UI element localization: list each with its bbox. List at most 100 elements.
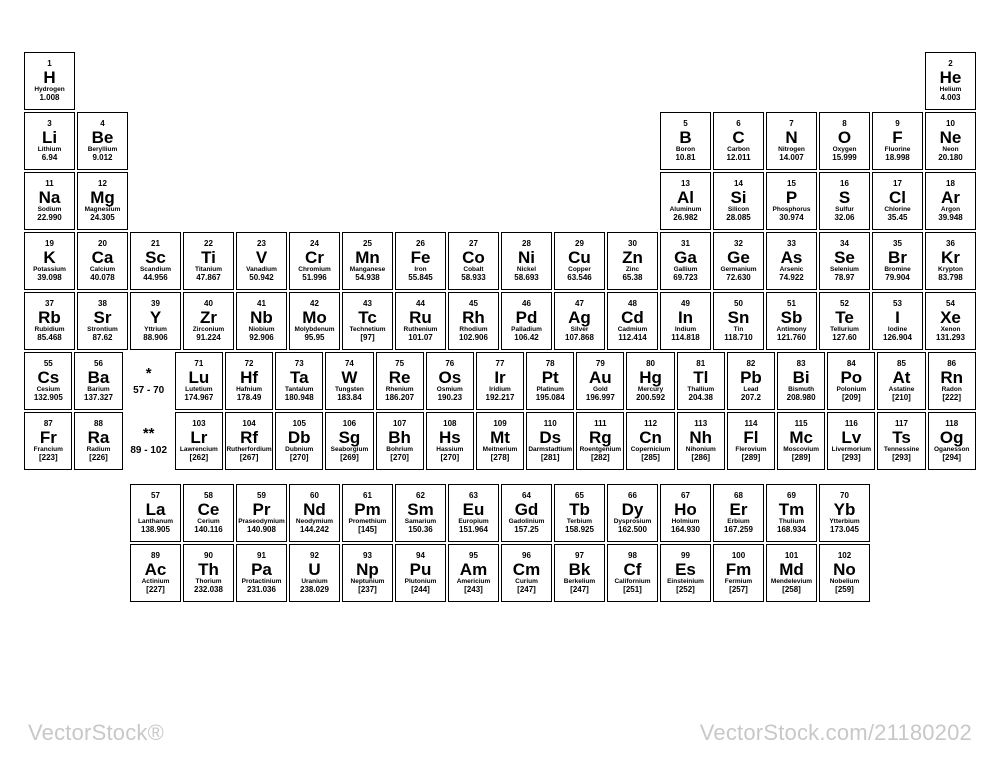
atomic-number: 4 bbox=[100, 120, 104, 128]
atomic-number: 76 bbox=[445, 360, 454, 368]
element-cell-tb: 65TbTerbium158.925 bbox=[554, 484, 605, 542]
atomic-mass: [237] bbox=[358, 586, 377, 594]
element-cell-ta: 73TaTantalum180.948 bbox=[275, 352, 323, 410]
atomic-mass: 102.906 bbox=[459, 334, 488, 342]
element-symbol: Be bbox=[92, 129, 114, 146]
atomic-number: 30 bbox=[628, 240, 637, 248]
atomic-number: 41 bbox=[257, 300, 266, 308]
atomic-mass: [209] bbox=[842, 394, 861, 402]
atomic-mass: [257] bbox=[729, 586, 748, 594]
watermark-code: VectorStock.com/21180202 bbox=[700, 720, 972, 746]
element-symbol: Ir bbox=[494, 369, 505, 386]
atomic-number: 35 bbox=[893, 240, 902, 248]
element-symbol: Zn bbox=[622, 249, 643, 266]
atomic-number: 73 bbox=[295, 360, 304, 368]
atomic-number: 106 bbox=[343, 420, 356, 428]
atomic-mass: 26.982 bbox=[673, 214, 697, 222]
atomic-mass: [226] bbox=[89, 454, 108, 462]
element-cell-tc: 43TcTechnetium[97] bbox=[342, 292, 393, 350]
atomic-number: 42 bbox=[310, 300, 319, 308]
atomic-mass: 74.922 bbox=[779, 274, 803, 282]
atomic-mass: [222] bbox=[942, 394, 961, 402]
element-symbol: Ar bbox=[941, 189, 960, 206]
element-cell-mg: 12MgMagnesium24.305 bbox=[77, 172, 128, 230]
atomic-mass: [281] bbox=[541, 454, 560, 462]
atomic-mass: [247] bbox=[570, 586, 589, 594]
element-symbol: Cm bbox=[513, 561, 540, 578]
atomic-mass: 95.95 bbox=[304, 334, 324, 342]
element-cell-k: 19KPotassium39.098 bbox=[24, 232, 75, 290]
atomic-mass: 18.998 bbox=[885, 154, 909, 162]
atomic-number: 59 bbox=[257, 492, 266, 500]
element-symbol: Pt bbox=[542, 369, 559, 386]
element-cell-fl: 114FlFlerovium[289] bbox=[727, 412, 775, 470]
element-cell-ti: 22TiTitanium47.867 bbox=[183, 232, 234, 290]
element-cell-be: 4BeBeryllium9.012 bbox=[77, 112, 128, 170]
atomic-number: 64 bbox=[522, 492, 531, 500]
atomic-mass: 24.305 bbox=[90, 214, 114, 222]
element-symbol: Co bbox=[462, 249, 485, 266]
atomic-number: 111 bbox=[594, 420, 606, 428]
element-symbol: Hs bbox=[439, 429, 461, 446]
atomic-mass: 231.036 bbox=[247, 586, 276, 594]
atomic-number: 32 bbox=[734, 240, 743, 248]
atomic-mass: 195.084 bbox=[536, 394, 565, 402]
element-cell-v: 23VVanadium50.942 bbox=[236, 232, 287, 290]
element-symbol: Sg bbox=[339, 429, 361, 446]
atomic-mass: 54.938 bbox=[355, 274, 379, 282]
element-symbol: Mg bbox=[90, 189, 115, 206]
atomic-mass: 51.996 bbox=[302, 274, 326, 282]
element-symbol: Am bbox=[460, 561, 487, 578]
element-symbol: O bbox=[838, 129, 851, 146]
element-symbol: Ga bbox=[674, 249, 697, 266]
atomic-number: 1 bbox=[47, 60, 51, 68]
element-cell-o: 8OOxygen15.999 bbox=[819, 112, 870, 170]
atomic-mass: [243] bbox=[464, 586, 483, 594]
atomic-mass: 32.06 bbox=[834, 214, 854, 222]
element-cell-re: 75ReRhenium186.207 bbox=[376, 352, 424, 410]
element-cell-la: 57LaLanthanum138.905 bbox=[130, 484, 181, 542]
element-symbol: Pa bbox=[251, 561, 272, 578]
element-symbol: In bbox=[678, 309, 693, 326]
element-cell-sg: 106SgSeaborgium[269] bbox=[325, 412, 373, 470]
atomic-number: 112 bbox=[644, 420, 657, 428]
element-symbol: Ti bbox=[201, 249, 216, 266]
atomic-number: 48 bbox=[628, 300, 637, 308]
element-symbol: Sr bbox=[94, 309, 112, 326]
element-cell-ar: 18ArArgon39.948 bbox=[925, 172, 976, 230]
element-symbol: Pd bbox=[516, 309, 538, 326]
element-cell-w: 74WTungsten183.84 bbox=[325, 352, 373, 410]
element-cell-i: 53IIodine126.904 bbox=[872, 292, 923, 350]
atomic-number: 104 bbox=[242, 420, 255, 428]
atomic-mass: 72.630 bbox=[726, 274, 750, 282]
atomic-mass: [258] bbox=[782, 586, 801, 594]
atomic-number: 78 bbox=[546, 360, 555, 368]
atomic-number: 95 bbox=[469, 552, 478, 560]
element-cell-at: 85AtAstatine[210] bbox=[877, 352, 925, 410]
atomic-number: 3 bbox=[47, 120, 51, 128]
atomic-mass: 164.930 bbox=[671, 526, 700, 534]
element-symbol: Re bbox=[389, 369, 411, 386]
atomic-number: 93 bbox=[363, 552, 372, 560]
atomic-mass: 238.029 bbox=[300, 586, 329, 594]
element-symbol: Bi bbox=[793, 369, 810, 386]
atomic-number: 7 bbox=[789, 120, 793, 128]
atomic-mass: 151.964 bbox=[459, 526, 488, 534]
element-cell-te: 52TeTellurium127.60 bbox=[819, 292, 870, 350]
element-cell-co: 27CoCobalt58.933 bbox=[448, 232, 499, 290]
element-symbol: U bbox=[308, 561, 320, 578]
actinide-placeholder: **89 - 102 bbox=[125, 412, 173, 470]
element-cell-pr: 59PrPraseodymium140.908 bbox=[236, 484, 287, 542]
element-cell-sb: 51SbAntimony121.760 bbox=[766, 292, 817, 350]
atomic-number: 68 bbox=[734, 492, 743, 500]
element-symbol: Br bbox=[888, 249, 907, 266]
element-cell-ce: 58CeCerium140.116 bbox=[183, 484, 234, 542]
element-cell-ru: 44RuRuthenium101.07 bbox=[395, 292, 446, 350]
element-symbol: Cu bbox=[568, 249, 591, 266]
element-cell-fe: 26FeIron55.845 bbox=[395, 232, 446, 290]
atomic-number: 43 bbox=[363, 300, 372, 308]
element-cell-ba: 56BaBarium137.327 bbox=[74, 352, 122, 410]
atomic-mass: 174.967 bbox=[184, 394, 213, 402]
element-symbol: Ca bbox=[92, 249, 114, 266]
atomic-number: 108 bbox=[443, 420, 456, 428]
